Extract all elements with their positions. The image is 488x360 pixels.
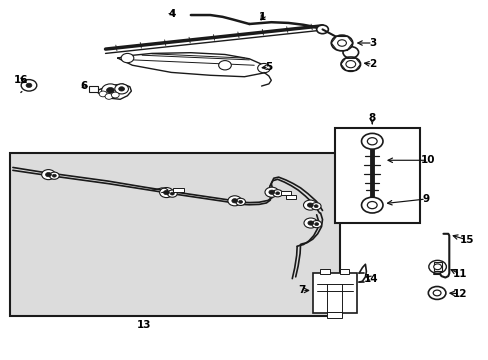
Text: 11: 11 [452,269,467,279]
Circle shape [163,190,169,195]
Bar [281,192,290,195]
Circle shape [432,290,440,296]
Circle shape [342,46,358,58]
Circle shape [235,198,245,206]
Polygon shape [118,53,266,77]
Bar [320,269,329,274]
Circle shape [427,287,445,300]
Text: 14: 14 [363,274,378,284]
Polygon shape [96,84,131,99]
Circle shape [121,53,134,63]
Circle shape [311,221,321,228]
Circle shape [366,202,376,209]
Circle shape [99,91,107,97]
Bar [327,312,341,318]
Circle shape [433,264,441,270]
Text: 15: 15 [459,235,473,245]
Circle shape [227,196,241,206]
Circle shape [303,200,317,210]
Circle shape [218,60,231,70]
Text: 4: 4 [168,9,176,19]
Circle shape [361,197,382,213]
Text: 3: 3 [368,38,376,48]
Circle shape [102,84,119,97]
Circle shape [26,83,32,87]
Circle shape [264,187,278,197]
Circle shape [330,35,352,51]
Circle shape [307,221,313,225]
Circle shape [307,203,313,207]
Circle shape [231,199,237,203]
Circle shape [105,94,113,99]
Circle shape [361,134,382,149]
Circle shape [45,172,51,177]
Bar [10,153,339,316]
Circle shape [304,218,317,228]
Circle shape [106,87,114,93]
Text: 6: 6 [80,81,87,91]
Circle shape [428,260,446,273]
Text: 13: 13 [137,320,151,330]
Circle shape [115,84,128,94]
Circle shape [111,92,119,98]
Circle shape [268,190,274,194]
Circle shape [170,192,174,195]
Circle shape [159,188,173,198]
Circle shape [314,223,318,226]
Circle shape [337,40,346,46]
Circle shape [21,80,37,91]
Bar [334,128,419,223]
Circle shape [314,205,318,208]
Circle shape [167,190,177,197]
Text: 9: 9 [422,194,428,204]
Circle shape [119,87,124,91]
Text: 7: 7 [298,285,305,296]
Text: 2: 2 [368,59,376,69]
Bar [89,86,98,92]
Bar [339,269,348,274]
Circle shape [238,201,242,203]
Circle shape [49,172,59,179]
Circle shape [311,203,321,210]
Circle shape [316,25,328,34]
Circle shape [52,174,56,177]
Text: 1: 1 [258,12,265,22]
Bar [312,273,356,313]
Text: 10: 10 [420,155,435,165]
Bar [433,262,442,271]
Circle shape [257,63,270,73]
Text: 5: 5 [264,62,272,72]
Bar [172,188,183,192]
Text: 8: 8 [368,113,375,123]
Text: 16: 16 [14,75,28,85]
Circle shape [41,170,55,180]
Circle shape [272,190,282,197]
Circle shape [366,138,376,145]
Text: 12: 12 [452,289,467,299]
Circle shape [340,57,360,71]
Bar [286,195,296,199]
Circle shape [345,60,355,68]
Circle shape [275,192,279,195]
